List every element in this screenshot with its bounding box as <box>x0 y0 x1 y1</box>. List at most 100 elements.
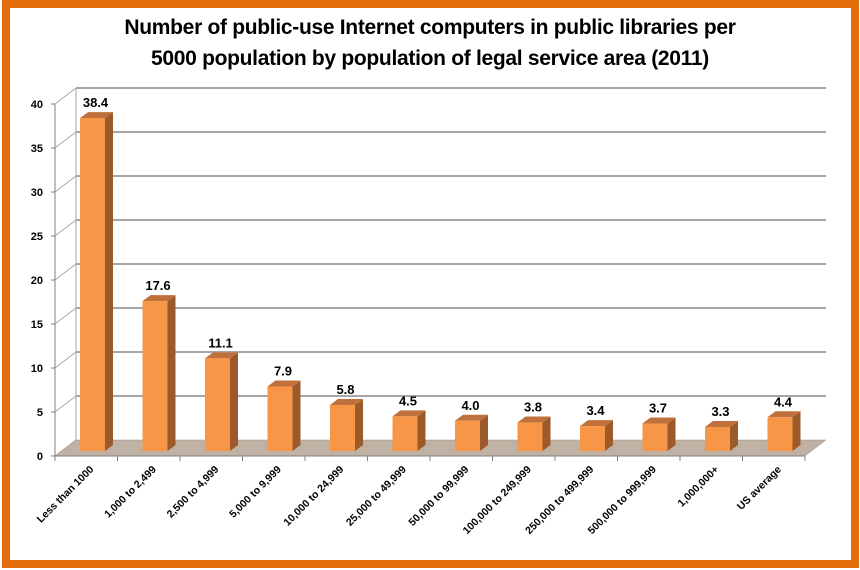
bar-top-face <box>767 411 801 418</box>
category-label: 100,000 to 249,999 <box>461 464 534 537</box>
bar <box>330 398 363 451</box>
bar-top-face <box>455 414 488 421</box>
bar-value-label: 4.0 <box>461 398 479 413</box>
bar-top-face <box>205 352 238 359</box>
bar-front-face <box>767 417 793 451</box>
bar <box>142 295 176 451</box>
bar-value-label: 11.1 <box>208 335 233 350</box>
y-tick-label: 25 <box>31 231 43 243</box>
category-label: 250,000 to 499,999 <box>523 464 596 537</box>
y-tick-label: 5 <box>37 407 43 419</box>
category-label: 2,500 to 4,999 <box>165 464 222 521</box>
bar <box>392 410 426 451</box>
bar-value-label: 4.4 <box>774 394 793 409</box>
bar <box>580 420 613 451</box>
bar-front-face <box>580 426 605 451</box>
category-label: 1,000 to 2,499 <box>102 464 159 521</box>
bar-top-face <box>267 380 301 387</box>
bar-side-face <box>480 414 488 451</box>
bar-value-label: 38.4 <box>83 95 109 110</box>
bar-top-face <box>330 398 363 405</box>
bar-side-face <box>167 295 176 451</box>
bar-side-face <box>605 420 613 451</box>
bar-top-face <box>580 420 613 427</box>
bar <box>80 112 113 451</box>
bar-front-face <box>205 358 230 451</box>
bar-side-face <box>542 416 551 451</box>
bar-side-face <box>355 398 363 451</box>
bar-value-label: 7.9 <box>274 363 292 378</box>
bar <box>642 417 676 451</box>
bar-value-label: 4.5 <box>399 393 417 408</box>
bar-front-face <box>267 386 293 451</box>
bars <box>80 112 801 451</box>
bar-front-face <box>142 301 168 451</box>
side-wall-gridline <box>54 263 77 281</box>
y-tick-label: 20 <box>31 275 43 287</box>
category-label: 10,000 to 24,999 <box>281 464 346 529</box>
bar-side-face <box>292 380 301 451</box>
chart-title: Number of public-use Internet computers … <box>0 12 860 74</box>
bar-side-face <box>230 352 238 451</box>
category-label: 500,000 to 999,999 <box>586 464 659 537</box>
y-tick-label: 10 <box>31 363 43 375</box>
bar-side-face <box>417 410 426 451</box>
bar-side-face <box>792 411 801 451</box>
y-tick-label: 15 <box>31 319 43 331</box>
bar-value-label: 3.8 <box>524 400 542 415</box>
bar <box>705 420 738 451</box>
bar-side-face <box>105 112 113 451</box>
bar-value-label: 3.3 <box>711 404 729 419</box>
y-axis: 0 5 10 15 20 25 30 35 40 <box>31 99 56 463</box>
bar-top-face <box>705 420 738 427</box>
bar-top-face <box>142 295 176 302</box>
y-tick-label: 0 <box>37 451 43 463</box>
bar-top-face <box>517 416 551 423</box>
chart-title-line-1: Number of public-use Internet computers … <box>124 16 736 39</box>
category-label: 1,000,000+ <box>676 464 722 510</box>
side-wall-gridline <box>54 131 77 149</box>
bar-front-face <box>330 404 355 451</box>
side-wall-gridline <box>54 219 77 237</box>
side-wall-gridline <box>54 395 77 413</box>
category-labels: Less than 1000 1,000 to 2,499 2,500 to 4,9… <box>35 464 784 537</box>
x-axis <box>54 455 806 461</box>
bar-front-face <box>705 426 730 451</box>
bar-front-face <box>455 420 480 451</box>
y-tick-label: 35 <box>31 143 43 155</box>
category-label: 50,000 to 99,999 <box>406 464 471 529</box>
bar-front-face <box>642 423 668 451</box>
bar-top-face <box>392 410 426 417</box>
bar-front-face <box>517 422 543 451</box>
bar <box>767 411 801 451</box>
bar-front-face <box>80 118 105 451</box>
side-wall-gridline <box>54 175 77 193</box>
bar-value-label: 5.8 <box>336 382 354 397</box>
bar <box>205 352 238 451</box>
side-wall-gridline <box>54 307 77 325</box>
bar-top-face <box>80 112 113 119</box>
bar-value-label: 17.6 <box>145 278 170 293</box>
bar <box>517 416 551 451</box>
side-wall-gridline <box>54 351 77 369</box>
bar-side-face <box>730 420 738 451</box>
category-label: 5,000 to 9,999 <box>227 464 284 521</box>
bar-value-label: 3.7 <box>649 400 667 415</box>
bar-side-face <box>667 417 676 451</box>
bar <box>455 414 488 451</box>
y-tick-label: 40 <box>31 99 43 111</box>
bar-value-label: 3.4 <box>586 403 605 418</box>
side-wall-gridline <box>54 87 77 105</box>
gridlines <box>54 87 826 457</box>
chart-title-line-2: 5000 population by population of legal s… <box>151 47 709 70</box>
value-labels: 38.4 17.6 11.1 7.9 5.8 4.5 4.0 3.8 3.4 3.7 3.3 4.4 <box>83 95 793 419</box>
bar-top-face <box>642 417 676 424</box>
y-tick-label: 30 <box>31 187 43 199</box>
category-label: 25,000 to 49,999 <box>344 464 409 529</box>
category-label: Less than 1000 <box>35 464 97 526</box>
bar <box>267 380 301 451</box>
bar-front-face <box>392 416 418 451</box>
category-label: US average <box>735 464 784 513</box>
